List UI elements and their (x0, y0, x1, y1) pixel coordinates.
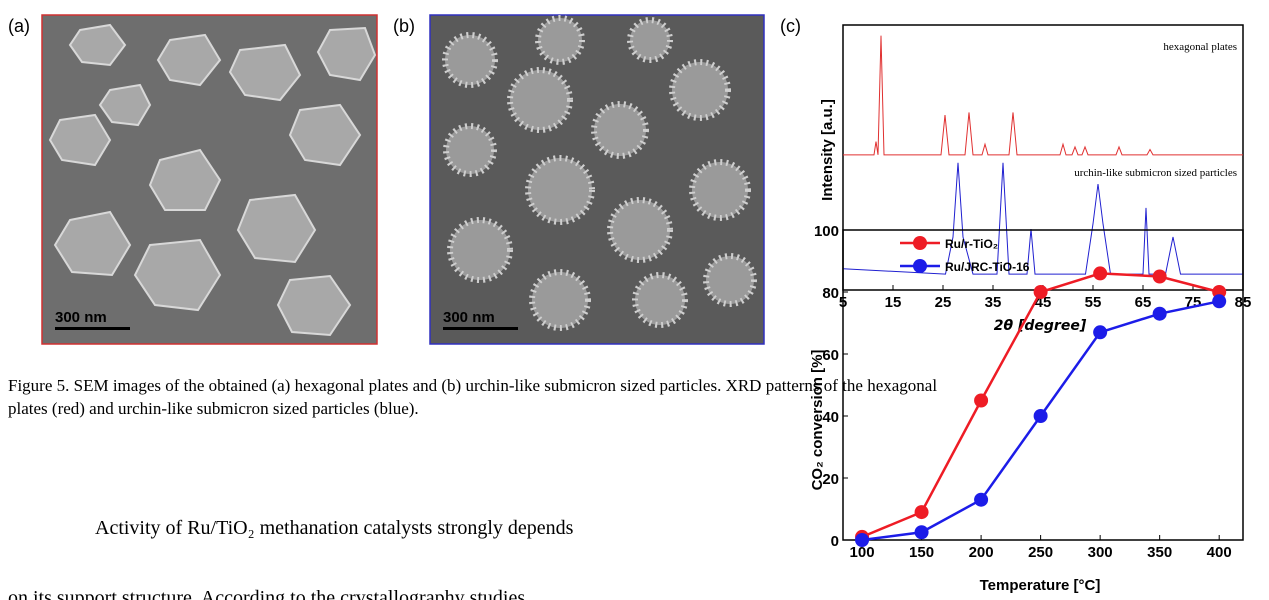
legend-label: Ru/JRC-TiO-16 (945, 260, 1030, 274)
y-axis-label: Intensity [a.u.] (819, 99, 836, 201)
y-axis-label: CO₂ conversion [%] (809, 350, 826, 491)
x-tick-label: 65 (1135, 294, 1152, 311)
annotation: hexagonal plates (1163, 41, 1237, 53)
y-tick-label: 0 (831, 533, 839, 550)
x-axis-label: Temperature [°C] (980, 577, 1101, 594)
data-point (1212, 294, 1227, 309)
y-tick-label: 40 (822, 409, 839, 426)
x-tick-label: 400 (1207, 544, 1232, 561)
x-tick-label: 55 (1085, 294, 1102, 311)
data-point (1093, 266, 1108, 281)
data-point (1093, 325, 1108, 340)
x-tick-label: 25 (935, 294, 952, 311)
data-point (974, 492, 989, 507)
body-line: Activity of Ru/TiO₂ methanation catalyst… (95, 517, 574, 539)
panel-label: (a) (8, 16, 30, 36)
y-tick-label: 80 (822, 285, 839, 302)
x-tick-label: 250 (1028, 544, 1053, 561)
data-point (855, 533, 870, 547)
legend-label: Ru/r-TiO₂ (945, 237, 998, 251)
x-tick-label: 35 (985, 294, 1002, 311)
x-tick-label: 350 (1147, 544, 1172, 561)
urchin-particles (442, 15, 757, 331)
data-point (914, 505, 929, 520)
hexagonal-plates (48, 23, 377, 337)
series-line (843, 35, 1243, 156)
data-point (974, 393, 989, 408)
y-tick-label: 20 (822, 471, 839, 488)
x-tick-label: 200 (969, 544, 994, 561)
plot-frame (842, 229, 1244, 541)
data-point (1152, 306, 1167, 321)
panel-label: (b) (393, 16, 415, 36)
scale-bar-label: 300 nm (55, 309, 107, 326)
caption-line: plates (red) and urchin-like submicron s… (8, 399, 419, 418)
x-tick-label: 150 (909, 544, 934, 561)
plot-frame (842, 24, 1244, 291)
data-point (914, 525, 929, 540)
x-tick-label: 300 (1088, 544, 1113, 561)
body-line: on its support structure. According to t… (8, 587, 530, 600)
scale-bar (55, 327, 130, 330)
legend-marker (913, 236, 927, 250)
series-line (842, 162, 1243, 275)
scale-bar (443, 327, 518, 330)
panel-label: (c) (780, 16, 801, 36)
data-point (1033, 409, 1048, 423)
data-point (1152, 269, 1167, 284)
y-tick-label: 60 (822, 347, 839, 364)
x-tick-label: 100 (850, 544, 875, 561)
annotation: urchin-like submicron sized particles (1074, 167, 1237, 179)
caption-line: Figure 5. SEM images of the obtained (a)… (8, 376, 937, 395)
data-point (1033, 285, 1048, 299)
x-tick-label: 15 (885, 294, 902, 311)
x-axis-label: 2θ [degree] (994, 318, 1087, 334)
legend-marker (913, 259, 927, 273)
y-tick-label: 100 (814, 223, 839, 240)
scale-bar-label: 300 nm (443, 309, 495, 326)
